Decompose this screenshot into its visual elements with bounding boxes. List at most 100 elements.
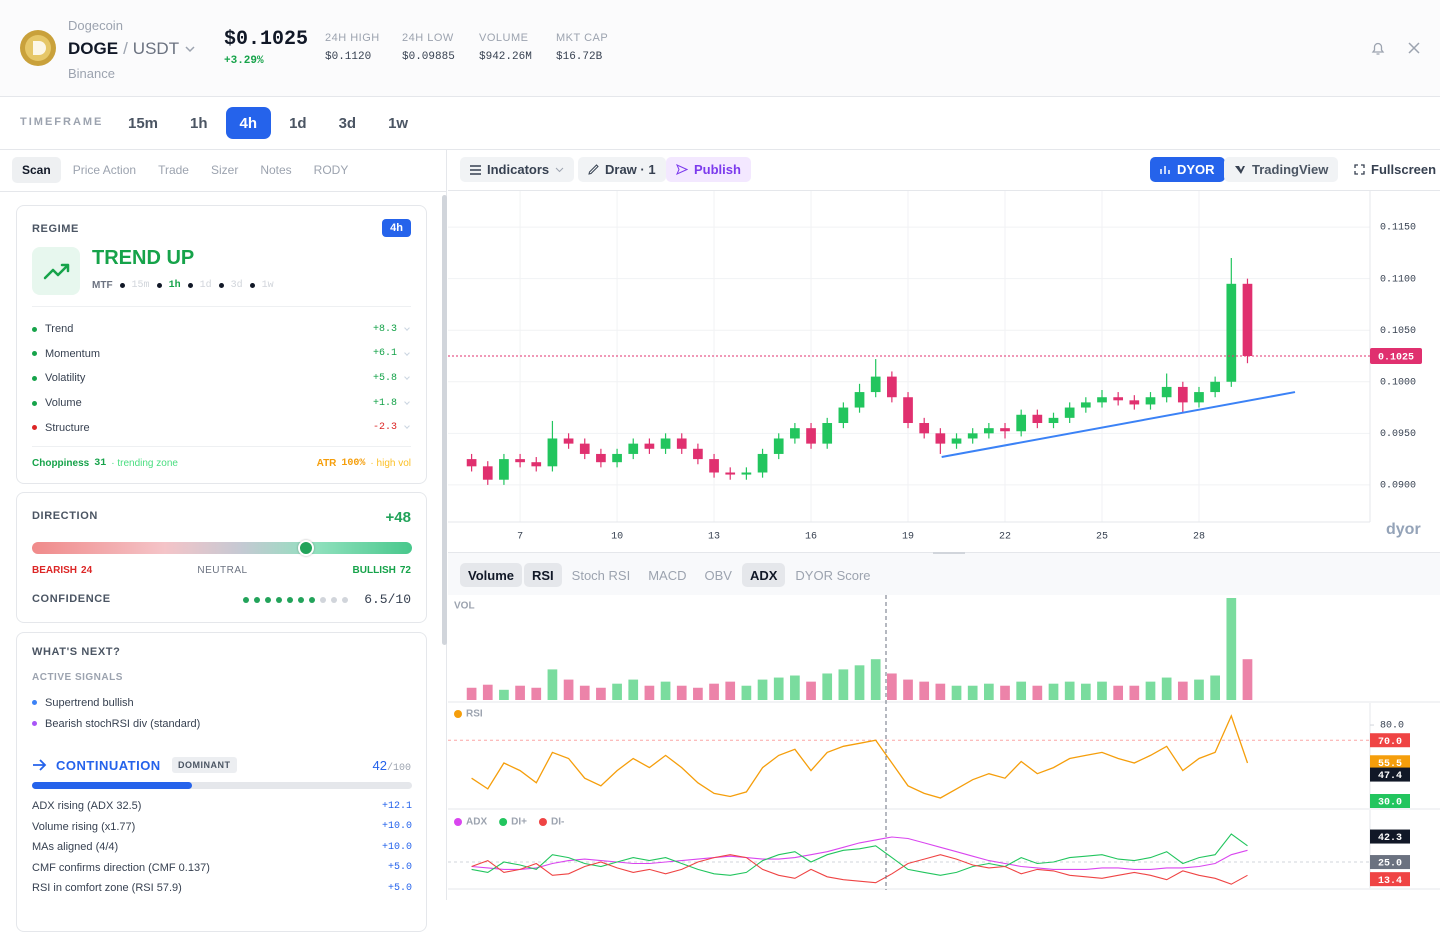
label: Indicators: [487, 162, 550, 177]
metric-name: Momentum: [45, 347, 101, 360]
metric-row[interactable]: Structure -2.3: [32, 415, 411, 440]
volume-bar: [499, 689, 509, 700]
axis-tag-label: 25.0: [1378, 859, 1402, 870]
confidence-dot: [265, 597, 271, 603]
volume-bar: [1177, 681, 1188, 700]
candle-body: [725, 472, 736, 475]
volume-bar: [773, 677, 784, 700]
candle-body: [854, 392, 865, 408]
bell-icon[interactable]: [1370, 40, 1386, 56]
timeframe-option[interactable]: 1w: [388, 114, 409, 132]
coin-name: Dogecoin: [68, 18, 123, 33]
atr-label: ATR: [316, 458, 337, 469]
legend-dot: [454, 710, 462, 718]
volume-bar: [806, 681, 816, 700]
candle-body: [1016, 414, 1027, 432]
panel-tab[interactable]: Scan: [12, 157, 61, 183]
timeframe-option[interactable]: 4h: [225, 107, 272, 139]
timeframe-option[interactable]: 1d: [289, 114, 307, 132]
quote: USDT: [132, 39, 180, 58]
factor-text: ADX rising (ADX 32.5): [32, 800, 142, 813]
volume-bar: [644, 685, 655, 700]
metric-row[interactable]: Volume +1.8: [32, 391, 411, 416]
metric-name: Volume: [45, 397, 82, 410]
scrollbar[interactable]: [442, 195, 447, 645]
candle-body: [984, 428, 994, 434]
indicators-button[interactable]: Indicators: [460, 157, 575, 182]
indicator-tab[interactable]: MACD: [648, 567, 687, 583]
left-tabs-bar: [0, 150, 447, 192]
candle-body: [806, 428, 816, 444]
candle-body: [644, 443, 655, 449]
draw-button[interactable]: Draw · 1: [578, 157, 666, 182]
series-line: [471, 833, 1248, 876]
volume-bar: [967, 685, 978, 700]
direction-knob: [297, 540, 314, 556]
divider: [32, 446, 411, 447]
indicator-tab[interactable]: Volume: [460, 563, 522, 587]
chevron: [404, 349, 410, 356]
candle-body: [935, 433, 946, 444]
scenario-name[interactable]: CONTINUATION: [56, 758, 161, 773]
stat-value: $16.72B: [556, 51, 603, 63]
bullish-label: BULLISH: [352, 565, 396, 576]
app: Dogecoin DOGE / USDT Binance $0.1025 +3.…: [0, 18, 1440, 932]
volume-bar: [547, 669, 558, 700]
timeframe-option[interactable]: 15m: [128, 114, 159, 132]
confidence-dot: [331, 597, 337, 603]
confidence-dot: [309, 597, 315, 603]
volume-bar: [984, 683, 994, 700]
indicator-tab[interactable]: OBV: [704, 567, 732, 583]
metric-row[interactable]: Momentum +6.1: [32, 342, 411, 367]
confidence-dot: [342, 597, 348, 603]
metric-row[interactable]: Volatility +5.8: [32, 366, 411, 391]
publish-button[interactable]: Publish: [666, 157, 751, 182]
base: DOGE: [68, 39, 119, 58]
page: { "header": {"name": "Dogecoin", "base":…: [0, 18, 1440, 932]
indicator-tab[interactable]: DYOR Score: [795, 567, 871, 583]
panel-tab[interactable]: RODY: [313, 163, 349, 177]
volume-bar: [1080, 683, 1091, 700]
panel-tab[interactable]: Notes: [260, 163, 292, 177]
panel-tab[interactable]: Trade: [158, 163, 189, 177]
indicator-tab[interactable]: Stoch RSI: [571, 567, 631, 583]
y-tick-label: 0.1050: [1380, 326, 1416, 337]
volume-bar: [1194, 679, 1204, 700]
panel-tab[interactable]: Sizer: [210, 163, 239, 177]
indicator-tab[interactable]: ADX: [741, 563, 786, 587]
series-line: [471, 836, 1248, 870]
timeframe-option[interactable]: 3d: [338, 114, 357, 132]
candle-body: [1145, 397, 1156, 405]
last-price-tag: [1370, 347, 1422, 364]
panel-tab[interactable]: Price Action: [72, 163, 137, 177]
metric-row[interactable]: Trend +8.3: [32, 317, 411, 342]
bullish: BULLISH 72: [353, 565, 411, 576]
candle-body: [967, 433, 978, 439]
mtf-row: MTF 15m 1h 1d 3d 1w: [92, 280, 274, 291]
close-icon[interactable]: [1407, 41, 1421, 55]
label: Fullscreen: [1371, 162, 1437, 177]
candle-body: [741, 472, 752, 475]
volume-bar: [870, 659, 881, 700]
timeframe-option[interactable]: 1h: [190, 114, 208, 132]
factor-text: RSI in comfort zone (RSI 57.9): [32, 882, 182, 895]
metric-dot: [32, 326, 37, 332]
volume-bar: [1000, 685, 1010, 700]
dyor-button[interactable]: DYOR: [1150, 157, 1225, 182]
indicator-tab[interactable]: RSI: [524, 563, 562, 587]
tradingview-button[interactable]: TradingView: [1224, 157, 1339, 182]
indicator-tabs: Volume RSI Stoch RSI MACD OBV ADX DYOR Score: [460, 563, 879, 587]
volume-bar: [596, 687, 606, 700]
volume-bar: [693, 687, 703, 700]
pair[interactable]: DOGE / USDT: [68, 39, 196, 59]
fullscreen-button[interactable]: Fullscreen: [1344, 157, 1440, 182]
factor: CMF confirms direction (CMF 0.137) +5.0: [32, 858, 412, 879]
y-tick-label: 0.1100: [1380, 274, 1416, 285]
x-tick-label: 13: [708, 532, 720, 543]
chevron: [404, 398, 410, 405]
metric-value: -2.3: [372, 422, 397, 434]
timeframe-options: 15m 1h 4h 1d 3d 1w: [114, 107, 422, 139]
last-price-label: 0.1025: [1378, 353, 1414, 364]
label: Publish: [694, 162, 741, 177]
axis-tag: [1370, 872, 1410, 887]
